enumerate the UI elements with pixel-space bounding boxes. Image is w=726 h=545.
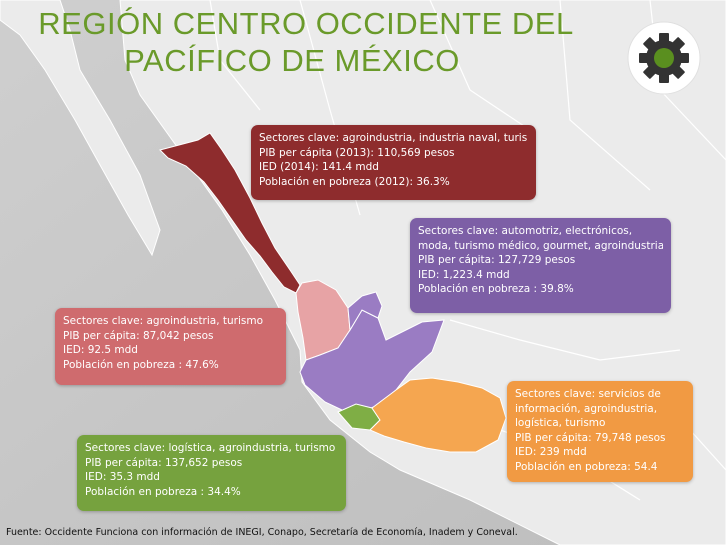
- page-title-line-2: PACÍFICO DE MÉXICO: [124, 43, 460, 78]
- info-box-michoacan: Sectores clave: servicios de información…: [507, 381, 693, 482]
- ied-text: IED: 92.5 mdd: [63, 344, 138, 357]
- page-title-line-1: REGIÓN CENTRO OCCIDENTE DEL: [38, 6, 574, 41]
- info-box-nayarit: Sectores clave: agroindustria, turismo P…: [55, 308, 286, 385]
- state-jalisco-north: [347, 291, 383, 332]
- sectores-text: Sectores clave: logística, agroindustria…: [85, 442, 336, 454]
- gear-icon[interactable]: [626, 20, 702, 96]
- sectores-text-cont: moda, turismo médico, gourmet, agroindus…: [418, 239, 663, 252]
- pib-text: PIB per cápita (2013): 110,569 pesos: [259, 146, 455, 159]
- pib-text: PIB per cápita: 137,652 pesos: [85, 456, 243, 469]
- info-box-colima: Sectores clave: logística, agroindustria…: [77, 435, 346, 511]
- sectores-text: Sectores clave: agroindustria, turismo: [63, 315, 264, 327]
- sectores-text-cont-2: logística, turismo: [515, 417, 606, 430]
- sectores-text: Sectores clave: agroindustria, industria…: [259, 132, 528, 144]
- baja-california: [0, 0, 161, 257]
- sectores-text: Sectores clave: servicios de: [515, 388, 661, 400]
- ied-text: IED (2014): 141.4 mdd: [259, 161, 379, 174]
- ied-text: IED: 1,223.4 mdd: [418, 268, 510, 281]
- sectores-text-cont: información, agroindustria,: [515, 402, 658, 415]
- source-note: Fuente: Occidente Funciona con informaci…: [6, 527, 518, 538]
- pobreza-text: Población en pobreza : 39.8%: [418, 283, 574, 296]
- state-michoacan: [369, 377, 507, 453]
- info-box-jalisco: Sectores clave: automotriz, electrónicos…: [410, 218, 671, 313]
- pobreza-text: Población en pobreza : 34.4%: [85, 485, 241, 498]
- ied-text: IED: 35.3 mdd: [85, 471, 160, 484]
- pobreza-text: Población en pobreza (2012): 36.3%: [259, 175, 450, 188]
- pib-text: PIB per cápita: 127,729 pesos: [418, 254, 576, 267]
- pobreza-text: Población en pobreza: 54.4: [515, 460, 658, 473]
- ied-text: IED: 239 mdd: [515, 446, 587, 459]
- sectores-text: Sectores clave: automotriz, electrónicos…: [418, 225, 633, 237]
- pib-text: PIB per cápita: 79,748 pesos: [515, 431, 666, 444]
- pib-text: PIB per cápita: 87,042 pesos: [63, 329, 214, 342]
- info-box-sinaloa: Sectores clave: agroindustria, industria…: [251, 125, 536, 200]
- pobreza-text: Población en pobreza : 47.6%: [63, 358, 219, 371]
